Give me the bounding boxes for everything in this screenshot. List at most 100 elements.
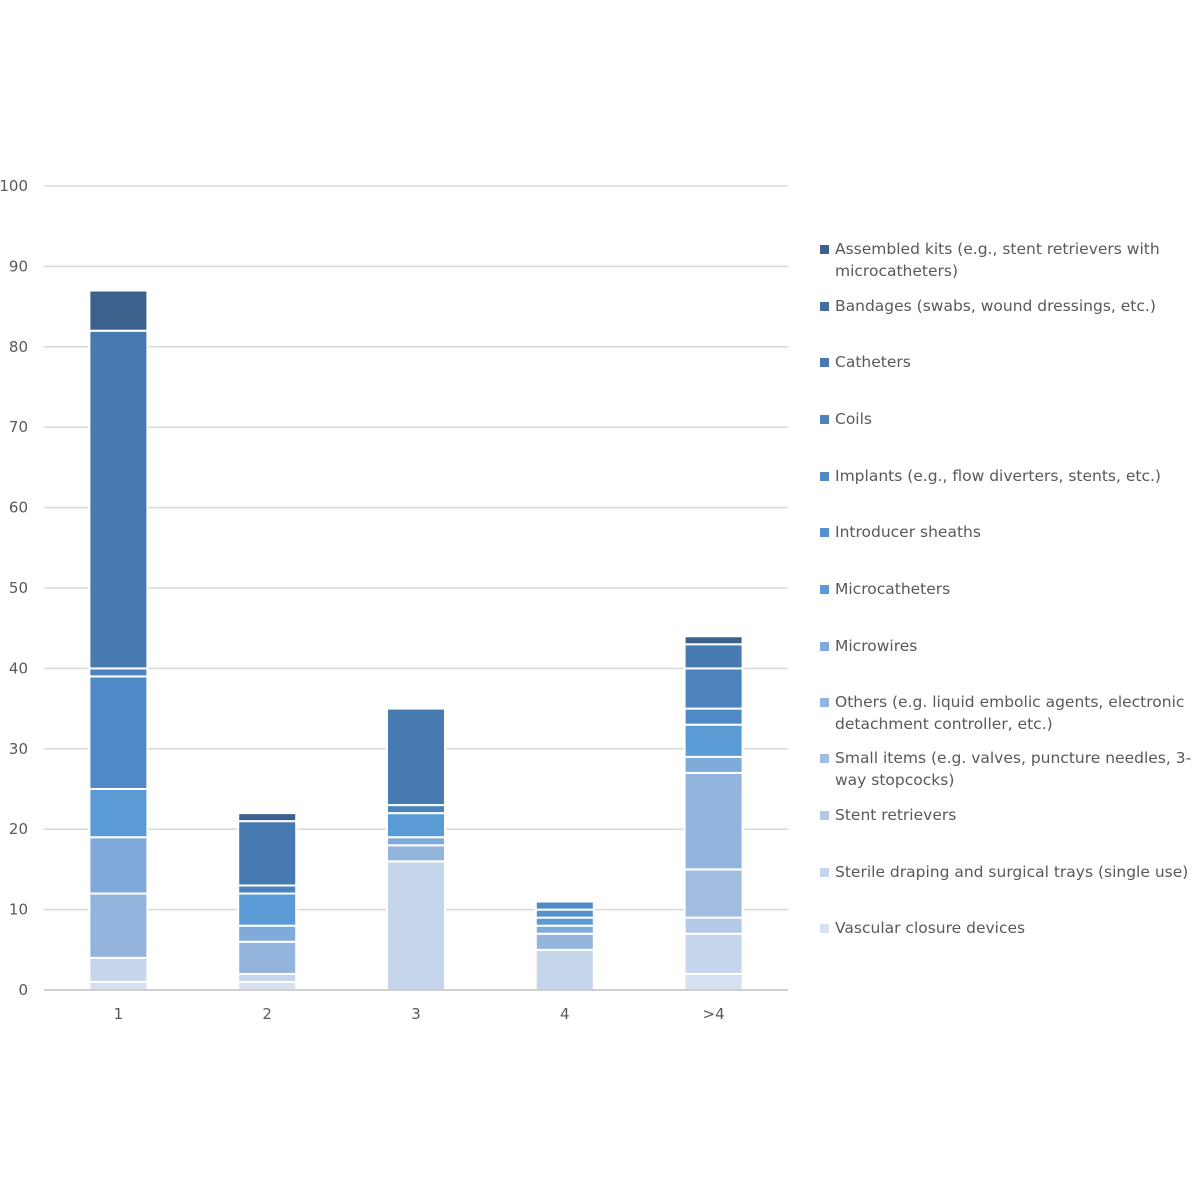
bar-segment: Catheters — >4: 3	[683, 643, 744, 670]
legend-swatch	[820, 585, 829, 594]
gridlines	[44, 185, 788, 911]
bar-segment: Vascular closure devices — >4: 2	[683, 972, 744, 991]
legend-swatch	[820, 415, 829, 424]
axes: 0 10 20 30 40 50 60 70 80 90 100 1 2 3 4 >4	[0, 177, 788, 1023]
bar-segment: Stent retrievers — >4: 2	[683, 916, 744, 935]
legend-swatch	[820, 528, 829, 537]
y-tick-label: 50	[9, 579, 28, 597]
x-tick-label: 4	[560, 1005, 570, 1023]
bar-segment: Catheters — 3: 12	[386, 707, 446, 807]
legend-item: Bandages (swabs, wound dressings, etc.)	[820, 297, 1200, 317]
legend-swatch	[820, 698, 829, 707]
legend-swatch	[820, 358, 829, 367]
bar-segment: Microwires — 3: 1	[386, 836, 446, 847]
legend-swatch	[820, 642, 829, 651]
bar-segment: Coils — >4: 5	[683, 667, 744, 710]
legend-swatch	[820, 302, 829, 311]
bar-segment: Implants (e.g., flow diverters, stents, …	[683, 707, 744, 726]
legend-swatch	[820, 811, 829, 820]
bar-segment: Microcatheters — 2: 4	[237, 892, 298, 927]
x-tick-label: 1	[114, 1005, 124, 1023]
legend-item: Sterile draping and surgical trays (sing…	[820, 863, 1200, 883]
bar-segment: Microwires — 2: 2	[237, 924, 298, 943]
legend-swatch	[820, 472, 829, 481]
bar-segment: Others (e.g. liquid embolic agents, elec…	[534, 932, 595, 951]
y-tick-label: 60	[9, 499, 28, 517]
legend-swatch	[820, 245, 829, 254]
bar-segment: Catheters — 1: 42	[88, 329, 149, 670]
legend-item: Microwires	[820, 637, 1200, 657]
bar-segment: Small items (e.g. valves, puncture needl…	[683, 868, 744, 919]
bar-segment: Microcatheters — 1: 6	[88, 788, 149, 839]
legend-label: Microcatheters	[835, 580, 951, 598]
bar-segment: Assembled kits (e.g., stent retrievers w…	[683, 635, 744, 646]
bar-segment: Assembled kits (e.g., stent retrievers w…	[237, 812, 298, 823]
bar-segment: Vascular closure devices — 2: 1	[237, 980, 298, 992]
bar-segment: Sterile draping and surgical trays (sing…	[386, 860, 446, 991]
bar-segment: Microcatheters — 4: 1	[534, 916, 595, 927]
bar-segment: Sterile draping and surgical trays (sing…	[534, 948, 595, 991]
legend-item: Catheters	[820, 353, 1200, 373]
legend-label: Stent retrievers	[835, 806, 957, 824]
x-tick-label: >4	[703, 1005, 725, 1023]
bar-segment: Others (e.g. liquid embolic agents, elec…	[237, 940, 298, 975]
x-tick-label: 2	[262, 1005, 272, 1023]
y-tick-label: 40	[9, 659, 28, 677]
bar-segment: Coils — 3: 1	[386, 804, 446, 815]
bar-segment: Catheters — 2: 8	[237, 820, 298, 887]
bar-segment: Microwires — >4: 2	[683, 755, 744, 774]
bar-segment: Sterile draping and surgical trays (sing…	[683, 932, 744, 975]
legend-label: Small items (e.g. valves, puncture needl…	[835, 749, 1192, 789]
y-tick-label: 100	[0, 177, 28, 195]
legend-item: Vascular closure devices	[820, 919, 1200, 939]
bar-segment: Implants (e.g., flow diverters, stents, …	[534, 900, 595, 911]
y-tick-label: 80	[9, 338, 28, 356]
bar-segment: Assembled kits (e.g., stent retrievers w…	[88, 289, 149, 332]
bar-segment: Vascular closure devices — 1: 1	[88, 980, 149, 992]
legend-label: Coils	[835, 410, 872, 428]
bar-segment: Introducer sheaths — 4: 1	[534, 908, 595, 919]
x-tick-label: 3	[411, 1005, 421, 1023]
bar-segment: Coils — 2: 1	[237, 884, 298, 895]
legend-label: Catheters	[835, 353, 911, 371]
y-tick-label: 90	[9, 257, 28, 275]
bar-segment: Sterile draping and surgical trays (sing…	[237, 972, 298, 983]
bar-segment: Others (e.g. liquid embolic agents, elec…	[88, 892, 149, 959]
legend-swatch	[820, 868, 829, 877]
bar-segment: Microcatheters — 3: 3	[386, 812, 446, 839]
legend-item: Others (e.g. liquid embolic agents, elec…	[820, 693, 1200, 735]
legend-swatch	[820, 754, 829, 763]
legend-swatch	[820, 924, 829, 933]
bar-segment: Microcatheters — >4: 4	[683, 723, 744, 758]
bar-segment: Microwires — 1: 7	[88, 836, 149, 895]
bars: Vascular closure devices — 1: 1Sterile d…	[88, 289, 744, 992]
legend-label: Vascular closure devices	[835, 919, 1026, 937]
legend-item: Stent retrievers	[820, 806, 1200, 826]
legend-item: Introducer sheaths	[820, 523, 1200, 543]
legend: Assembled kits (e.g., stent retrievers w…	[820, 0, 1200, 1200]
legend-item: Implants (e.g., flow diverters, stents, …	[820, 467, 1200, 487]
legend-label: Implants (e.g., flow diverters, stents, …	[835, 467, 1161, 485]
bar-segment: Others (e.g. liquid embolic agents, elec…	[683, 771, 744, 871]
bar-segment: Implants (e.g., flow diverters, stents, …	[88, 675, 149, 790]
legend-item: Microcatheters	[820, 580, 1200, 600]
bar-segment: Coils — 1: 1	[88, 667, 149, 678]
legend-label: Assembled kits (e.g., stent retrievers w…	[835, 240, 1160, 280]
legend-label: Bandages (swabs, wound dressings, etc.)	[835, 297, 1156, 315]
bar-segment: Microwires — 4: 1	[534, 924, 595, 935]
y-tick-label: 0	[18, 981, 28, 999]
bar-segment: Sterile draping and surgical trays (sing…	[88, 956, 149, 983]
y-tick-label: 70	[9, 418, 28, 436]
legend-label: Others (e.g. liquid embolic agents, elec…	[835, 693, 1185, 733]
legend-label: Sterile draping and surgical trays (sing…	[835, 863, 1189, 881]
legend-item: Small items (e.g. valves, puncture needl…	[820, 749, 1200, 791]
y-tick-label: 10	[9, 901, 28, 919]
bar-segment: Others (e.g. liquid embolic agents, elec…	[386, 844, 446, 863]
legend-item: Coils	[820, 410, 1200, 430]
legend-label: Introducer sheaths	[835, 523, 981, 541]
y-tick-label: 20	[9, 820, 28, 838]
legend-label: Microwires	[835, 637, 918, 655]
y-tick-label: 30	[9, 740, 28, 758]
